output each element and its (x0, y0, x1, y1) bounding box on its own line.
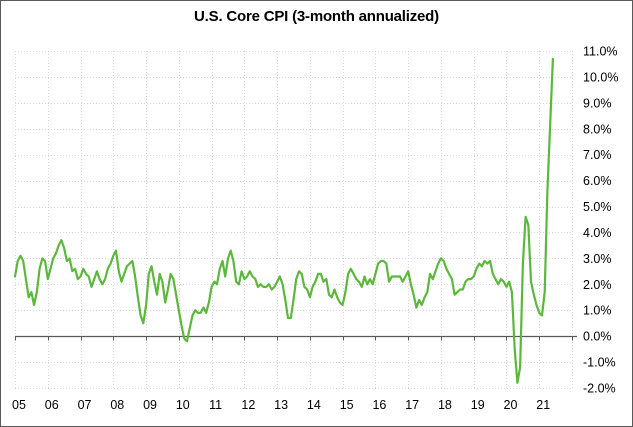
x-tick-label: 14 (307, 398, 321, 412)
chart-title: U.S. Core CPI (3-month annualized) (194, 8, 439, 25)
x-tick-label: 10 (176, 398, 190, 412)
x-tick-label: 18 (438, 398, 452, 412)
x-tick-label: 16 (372, 398, 386, 412)
y-tick-label: 7.0% (583, 148, 612, 162)
x-tick-label: 07 (78, 398, 92, 412)
y-tick-label: -1.0% (583, 356, 616, 370)
y-tick-label: 10.0% (583, 70, 618, 84)
x-tick-label: 05 (12, 398, 26, 412)
y-tick-label: 6.0% (583, 174, 612, 188)
x-tick-label: 09 (143, 398, 157, 412)
y-tick-label: 2.0% (583, 278, 612, 292)
x-tick-label: 12 (241, 398, 255, 412)
x-tick-label: 17 (405, 398, 419, 412)
y-tick-label: 0.0% (583, 330, 612, 344)
y-tick-label: 8.0% (583, 122, 612, 136)
y-tick-label: 5.0% (583, 200, 612, 214)
y-tick-label: 11.0% (583, 45, 618, 59)
x-tick-label: 20 (504, 398, 518, 412)
x-tick-label: 15 (340, 398, 354, 412)
y-tick-label: 4.0% (583, 226, 612, 240)
cpi-line-series (13, 57, 555, 384)
x-tick-label: 11 (209, 398, 222, 412)
y-tick-label: 9.0% (583, 96, 612, 110)
x-tick-label: 19 (471, 398, 485, 412)
x-tick-label: 06 (45, 398, 59, 412)
y-tick-label: 3.0% (583, 252, 612, 266)
x-tick-label: 13 (274, 398, 288, 412)
x-tick-label: 21 (536, 398, 550, 412)
x-tick-label: 08 (110, 398, 124, 412)
y-tick-label: 1.0% (583, 304, 612, 318)
y-tick-label: -2.0% (583, 382, 616, 396)
